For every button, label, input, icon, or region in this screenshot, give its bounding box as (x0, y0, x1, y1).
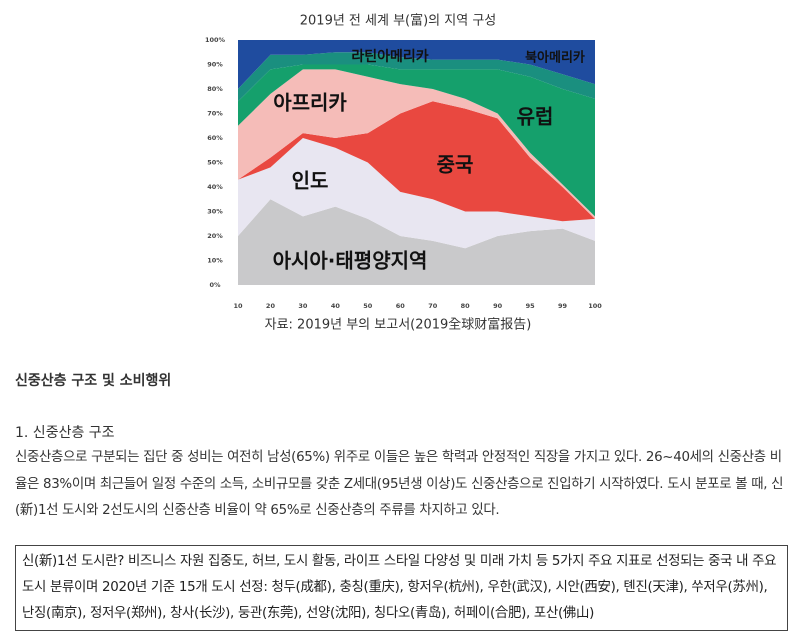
area (238, 52, 595, 102)
y-tick-label: 80% (207, 85, 223, 93)
section-title: 1. 신중산층 구조 (15, 425, 115, 441)
area (238, 101, 595, 222)
x-tick-label: 30 (298, 302, 308, 310)
chart-title: 2019년 전 세계 부(富)의 지역 구성 (300, 14, 497, 29)
x-tick-label: 50 (363, 302, 373, 310)
chart-source: 자료: 2019년 부의 보고서(2019全球财富报告) (265, 318, 532, 333)
x-tick-label: 95 (526, 302, 536, 310)
y-tick-label: 60% (207, 134, 223, 142)
x-tick-label: 40 (331, 302, 341, 310)
x-tick-label: 70 (428, 302, 438, 310)
y-tick-label: 0% (209, 281, 221, 289)
area-label: 아시아·태평양지역 (273, 249, 428, 273)
area (238, 40, 595, 89)
x-tick-label: 60 (396, 302, 406, 310)
y-tick-label: 20% (207, 232, 223, 240)
area-label: 유럽 (517, 105, 554, 129)
heading: 신중산층 구조 및 소비행위 (15, 373, 172, 389)
x-tick-label: 90 (493, 302, 503, 310)
x-tick-label: 20 (266, 302, 276, 310)
x-tick-label: 80 (461, 302, 471, 310)
x-tick-label: 100 (588, 302, 602, 310)
y-tick-label: 90% (207, 61, 223, 69)
paragraph: 신중산층으로 구분되는 집단 중 성비는 여전히 남성(65%) 위주로 이들은… (15, 450, 784, 518)
y-tick-label: 40% (207, 183, 223, 191)
area-label: 인도 (292, 169, 329, 193)
x-tick-label: 10 (233, 302, 243, 310)
y-tick-label: 10% (207, 257, 223, 265)
area (238, 64, 595, 217)
area (238, 199, 595, 285)
y-tick-label: 100% (205, 36, 226, 44)
y-tick-label: 30% (207, 208, 223, 216)
y-tick-label: 50% (207, 159, 223, 167)
area (238, 69, 595, 219)
area-label: 중국 (437, 153, 474, 177)
area-label: 라틴아메리카 (351, 48, 428, 65)
chart: 2019년 전 세계 부(富)의 지역 구성 자료: 2019년 부의 보고서(… (205, 14, 602, 333)
area (238, 138, 595, 249)
area-label: 아프리카 (273, 91, 347, 115)
x-tick-label: 99 (558, 302, 568, 310)
y-tick-label: 70% (207, 110, 223, 118)
area-label: 북아메리카 (525, 50, 585, 66)
note-box: 신(新)1선 도시란? 비즈니스 자원 집중도, 허브, 도시 활동, 라이프 … (15, 545, 788, 631)
